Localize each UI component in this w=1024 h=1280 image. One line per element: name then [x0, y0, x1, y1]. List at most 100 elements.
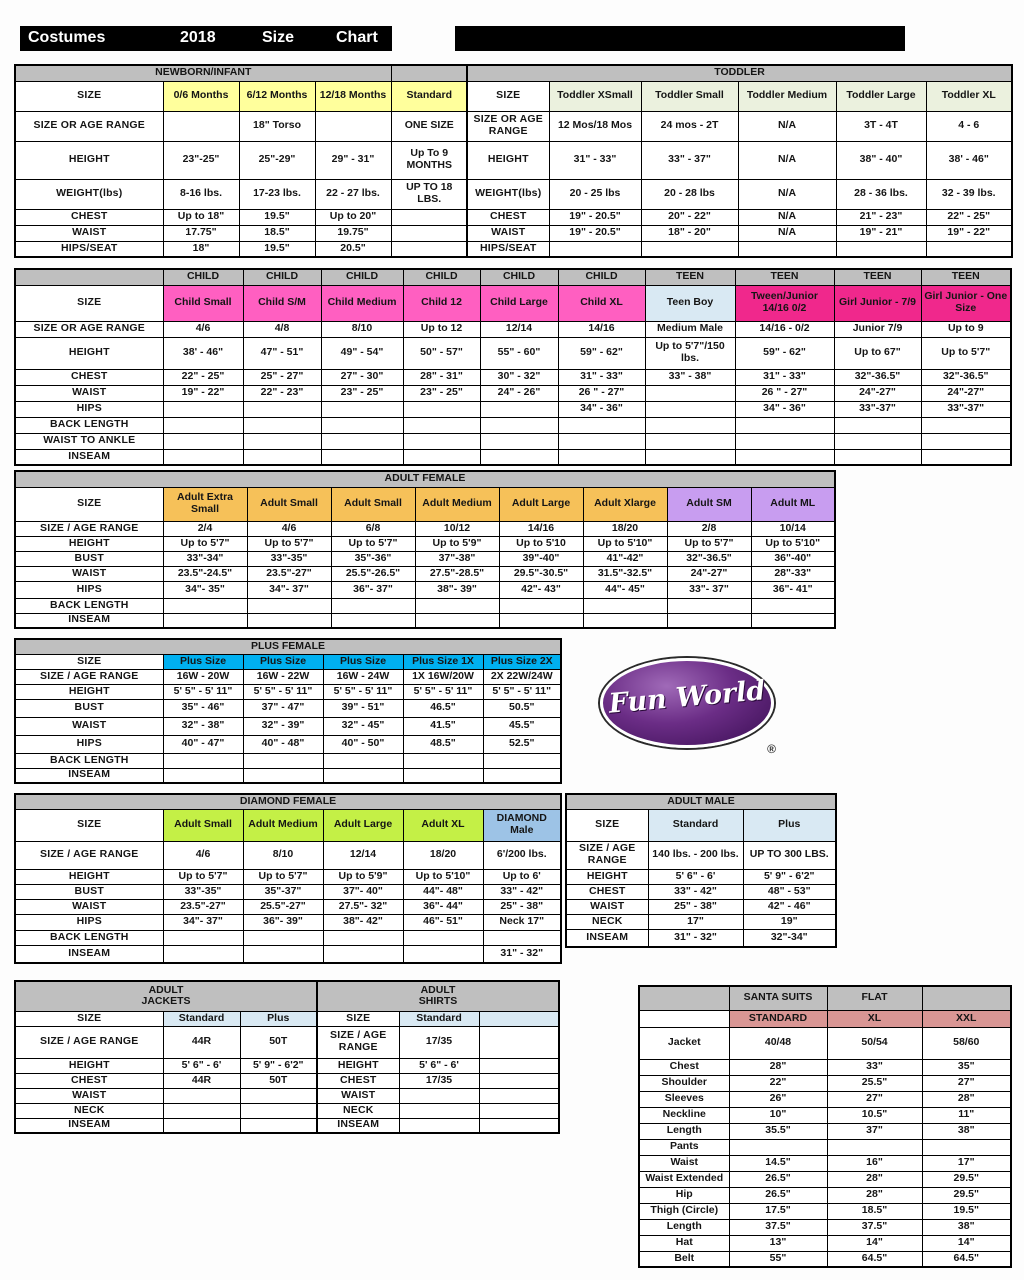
- cell: Medium Male: [644, 320, 736, 338]
- row-label: SIZE: [14, 1010, 164, 1027]
- section-header: [638, 985, 730, 1011]
- cell: Junior 7/9: [833, 320, 922, 338]
- cell: 19" - 20.5": [548, 208, 642, 226]
- cell: 28"-33": [750, 565, 836, 582]
- table-row: Jacket 40/48 50/54 58/60: [638, 1026, 1012, 1060]
- cell: 47" - 51": [242, 336, 322, 370]
- cell: 29.5": [921, 1186, 1012, 1204]
- cell: 33"- 37": [666, 580, 752, 599]
- table-row: SIZE Standard Plus: [565, 808, 837, 842]
- table-row: WAIST 17.75" 18.5" 19.75": [14, 224, 469, 242]
- row-label: WAIST: [565, 898, 649, 915]
- cell: 25.5": [826, 1074, 923, 1092]
- cell: [728, 1138, 828, 1156]
- cell: [833, 416, 922, 434]
- cell: 29.5": [921, 1170, 1012, 1188]
- cell: [162, 1117, 241, 1134]
- cell: 24" - 26": [479, 384, 559, 402]
- cell: Teen Boy: [644, 284, 736, 322]
- row-label: SIZE: [14, 284, 164, 322]
- cell: Adult SM: [666, 486, 752, 522]
- cell: Waist: [638, 1154, 730, 1172]
- cell: 44R: [162, 1072, 241, 1089]
- cell: [557, 448, 646, 466]
- cell: [390, 240, 469, 258]
- row-label: CHEST: [14, 368, 164, 386]
- table-row: Chest 28" 33" 35": [638, 1058, 1012, 1076]
- cell: Adult Small: [246, 486, 332, 522]
- cell: [162, 448, 244, 466]
- table-row: HIPS 34" - 36" 34" - 36" 33"-37" 33"-37": [14, 400, 1012, 418]
- cell: [734, 448, 835, 466]
- row-label: HIPS/SEAT: [466, 240, 550, 258]
- table-row: INSEAM: [316, 1117, 560, 1134]
- cell: 4/6: [162, 320, 244, 338]
- cell: 19" - 22": [162, 384, 244, 402]
- cell: Child Medium: [320, 284, 404, 322]
- cell: 37.5": [728, 1218, 828, 1236]
- table-row: HEIGHT 5' 5" - 5' 11" 5' 5" - 5' 11" 5' 5" …: [14, 683, 562, 700]
- cell: [242, 432, 322, 450]
- cell: Adult ML: [750, 486, 836, 522]
- cell: 6'/200 lbs.: [482, 840, 562, 870]
- cell: [162, 944, 244, 964]
- row-label: INSEAM: [316, 1117, 400, 1134]
- table-row: TODDLER: [466, 64, 1013, 82]
- cell: Adult Medium: [242, 808, 324, 842]
- cell: 5' 5" - 5' 11": [482, 683, 562, 700]
- cell: [482, 752, 562, 769]
- cell: 31" - 33": [548, 140, 642, 180]
- table-row: SIZE / AGE RANGE 140 lbs. - 200 lbs. UP TO…: [565, 840, 837, 870]
- cell: 35.5": [728, 1122, 828, 1140]
- table-row: HIPS 34"- 35" 34"- 37" 36"- 37" 38"- 39" 42"-…: [14, 580, 836, 599]
- cell: 20 - 28 lbs: [640, 178, 739, 210]
- cell: 34"- 35": [162, 580, 248, 599]
- cell: 34" - 36": [557, 400, 646, 418]
- cell: 4/8: [242, 320, 322, 338]
- cell: Adult Large: [498, 486, 584, 522]
- cell: 5' 5" - 5' 11": [322, 683, 404, 700]
- row-label: BUST: [14, 883, 164, 900]
- cell: 5' 9" - 6'2": [742, 868, 837, 885]
- row-label: BACK LENGTH: [14, 929, 164, 946]
- cell: Plus Size 1X: [402, 653, 484, 670]
- row-label: WAIST: [14, 898, 164, 915]
- cell: 28" - 31": [402, 368, 481, 386]
- cell: 24"-27": [666, 565, 752, 582]
- cell: 37"- 40": [322, 883, 404, 900]
- cell: 14/16: [498, 520, 584, 537]
- table-row: DIAMOND FEMALE: [14, 793, 562, 810]
- cell: 25" - 38": [482, 898, 562, 915]
- cell: 23" - 25": [402, 384, 481, 402]
- table-row: Waist Extended 26.5" 28" 29.5": [638, 1170, 1012, 1188]
- cell: Up To 9 MONTHS: [390, 140, 469, 180]
- cell: 50T: [239, 1025, 318, 1059]
- row-label: CHEST: [565, 883, 649, 900]
- row-label: BUST: [14, 698, 164, 718]
- row-label: WEIGHT(lbs): [466, 178, 550, 210]
- cell: Girl Junior - One Size: [920, 284, 1012, 322]
- table-row: SIZE Standard: [316, 1010, 560, 1027]
- cell: [644, 384, 736, 402]
- table-row: WAIST 32" - 38" 32" - 39" 32" - 45" 41.5" 45.…: [14, 716, 562, 736]
- table-row: WAIST: [14, 1087, 318, 1104]
- table-row: BUST 33"-34" 33"-35" 35"-36" 37"-38" 39"-40" 4…: [14, 550, 836, 567]
- cell: Up to 18": [162, 208, 240, 226]
- logo-ellipse: [600, 658, 774, 748]
- cell: 31.5"-32.5": [582, 565, 668, 582]
- cell: 5' 6" - 6': [398, 1057, 480, 1074]
- table-row: SIZE Adult Small Adult Medium Adult Large Ad…: [14, 808, 562, 842]
- cell: Adult Large: [322, 808, 404, 842]
- cell: [162, 416, 244, 434]
- table-row: HIPS 34"- 37" 36"- 39" 38"- 42" 46"- 51" Neck…: [14, 913, 562, 931]
- row-label: BACK LENGTH: [14, 416, 164, 434]
- table-row: NECK 17" 19": [565, 913, 837, 930]
- title-bar: Costumes 2018 Size Chart: [20, 26, 392, 51]
- cell: 33"-35": [246, 550, 332, 567]
- cell: [750, 597, 836, 614]
- section-header: TEEN: [734, 268, 835, 286]
- table-row: CHEST 44R 50T: [14, 1072, 318, 1089]
- row-label: WEIGHT(lbs): [14, 178, 164, 210]
- cell: 27": [826, 1090, 923, 1108]
- section-header: CHILD: [479, 268, 559, 286]
